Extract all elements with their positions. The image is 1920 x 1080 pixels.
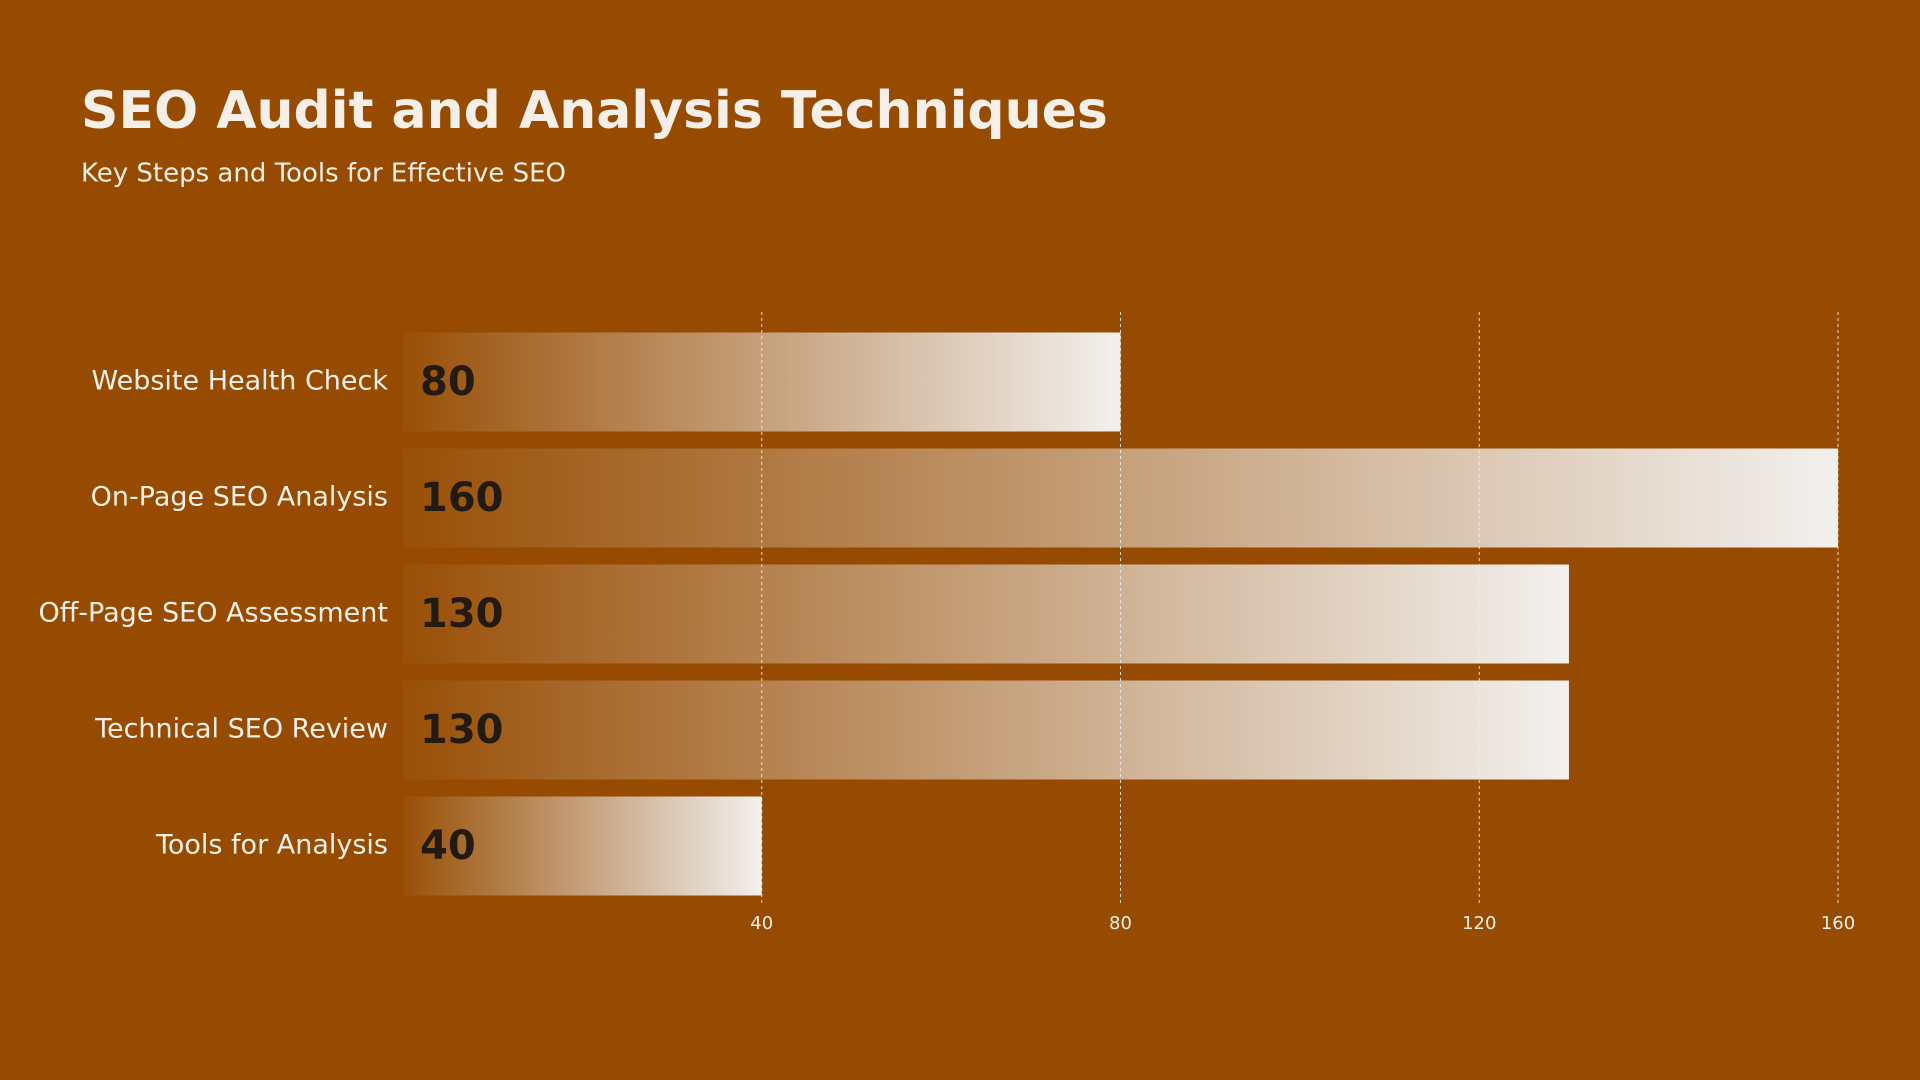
- value-label: 80: [420, 359, 476, 405]
- x-tick-label: 40: [750, 913, 773, 934]
- value-label: 130: [420, 707, 504, 753]
- chart-subtitle: Key Steps and Tools for Effective SEO: [81, 159, 566, 189]
- x-tick-label: 80: [1109, 913, 1132, 934]
- value-label: 40: [420, 823, 476, 869]
- y-tick-label: Website Health Check: [91, 366, 388, 397]
- x-tick-label: 160: [1821, 913, 1855, 934]
- y-tick-label: Tools for Analysis: [155, 830, 388, 861]
- bar: [403, 680, 1569, 780]
- y-tick-label: On-Page SEO Analysis: [91, 482, 388, 513]
- value-label: 160: [420, 475, 504, 521]
- y-tick-label: Technical SEO Review: [94, 714, 388, 745]
- bar: [403, 564, 1569, 664]
- chart-title: SEO Audit and Analysis Techniques: [81, 81, 1108, 141]
- y-tick-label: Off-Page SEO Assessment: [38, 598, 388, 629]
- value-label: 130: [420, 591, 504, 637]
- bar: [403, 796, 762, 896]
- x-tick-label: 120: [1462, 913, 1496, 934]
